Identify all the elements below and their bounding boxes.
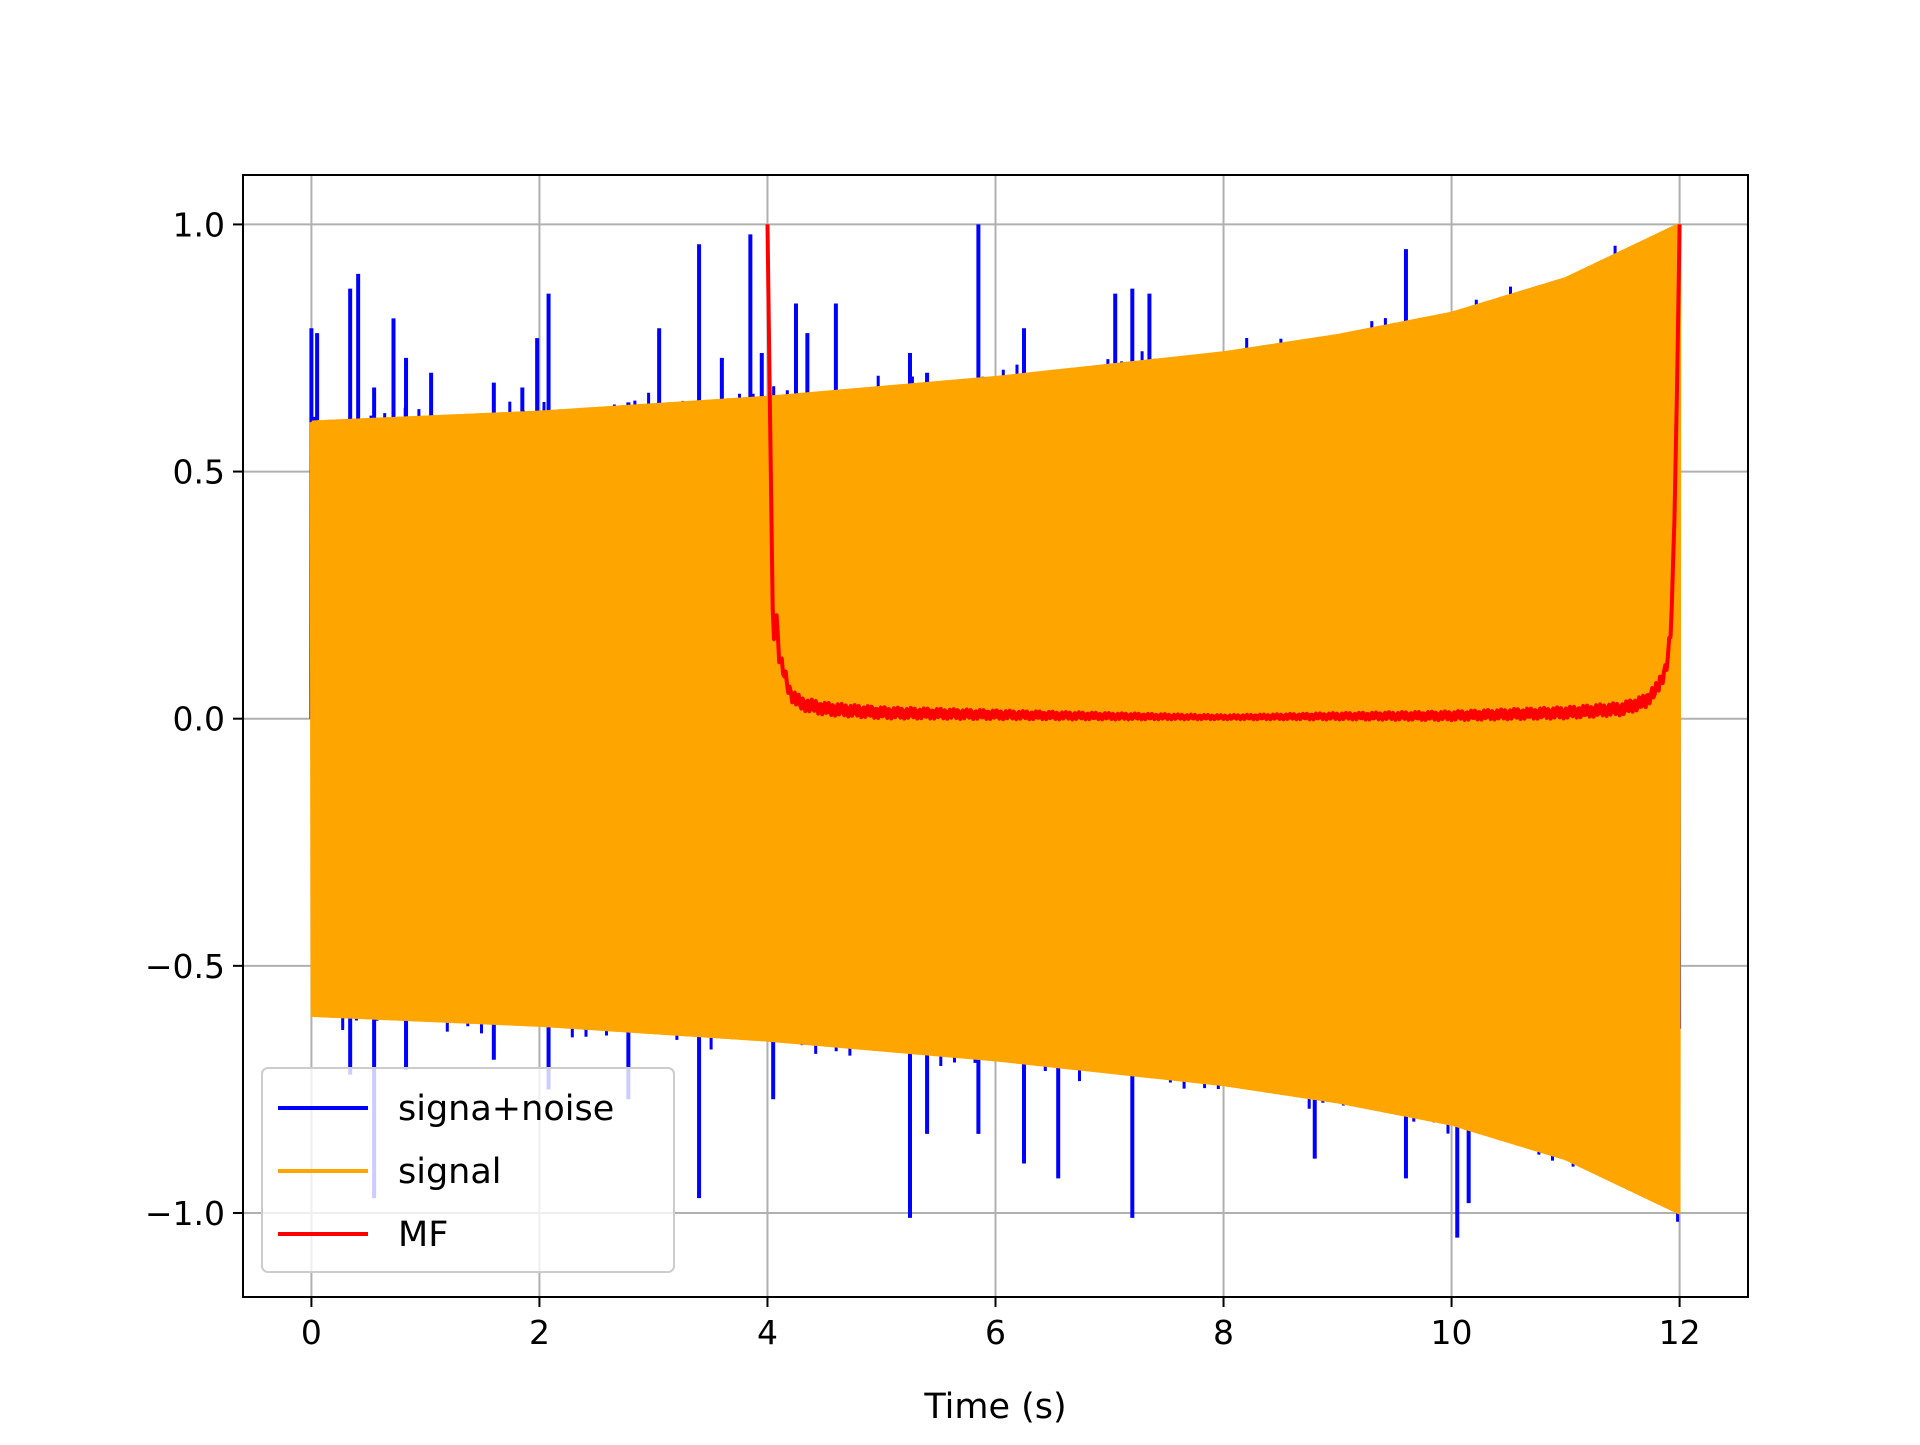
x-tick-label: 2 bbox=[529, 1313, 550, 1352]
legend-label-signal: signal bbox=[398, 1152, 502, 1192]
y-tick-label: −0.5 bbox=[145, 947, 225, 986]
x-tick-label: 12 bbox=[1659, 1313, 1701, 1352]
x-tick-label: 10 bbox=[1431, 1313, 1473, 1352]
series-signal bbox=[309, 223, 1682, 1215]
legend-box bbox=[261, 1067, 675, 1273]
x-tick-label: 8 bbox=[1213, 1313, 1234, 1352]
y-tick-label: −1.0 bbox=[145, 1194, 225, 1233]
y-tick-label: 0.0 bbox=[173, 700, 225, 739]
y-tick-label: 1.0 bbox=[173, 205, 225, 244]
plot-series bbox=[309, 223, 1682, 1238]
series-mf bbox=[765, 224, 1682, 723]
x-tick-label: 4 bbox=[757, 1313, 778, 1352]
legend: signa+noise signal MF bbox=[261, 1067, 675, 1273]
legend-label-mf: MF bbox=[398, 1215, 448, 1255]
x-tick-label: 6 bbox=[985, 1313, 1006, 1352]
x-tick-label: 0 bbox=[301, 1313, 322, 1352]
series-clip-group bbox=[309, 223, 1682, 1238]
y-tick-label: 0.5 bbox=[173, 453, 225, 492]
legend-label-signal-noise: signa+noise bbox=[398, 1089, 614, 1129]
axis-ticks: 0 2 4 6 8 10 12 −1.0 −0.5 0.0 0.5 1.0 bbox=[145, 205, 1701, 1352]
x-axis-label: Time (s) bbox=[923, 1387, 1066, 1427]
